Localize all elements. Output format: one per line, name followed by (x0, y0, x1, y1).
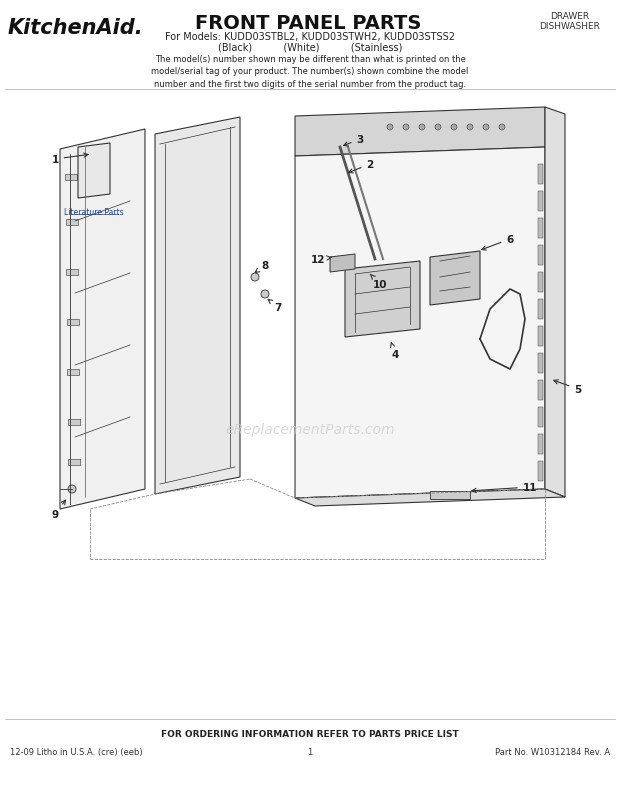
Text: 9: 9 (51, 500, 66, 520)
Text: 12: 12 (311, 255, 331, 265)
Polygon shape (330, 255, 355, 273)
Bar (538, 245, 543, 265)
Polygon shape (295, 107, 545, 157)
Text: The model(s) number shown may be different than what is printed on the
model/ser: The model(s) number shown may be differe… (151, 55, 469, 89)
Text: 2: 2 (348, 160, 374, 174)
Text: 4: 4 (391, 343, 399, 359)
Polygon shape (345, 261, 420, 338)
Polygon shape (430, 252, 480, 306)
Text: 6: 6 (482, 235, 513, 251)
Text: 10: 10 (370, 275, 388, 290)
Bar (538, 435, 543, 455)
Text: FRONT PANEL PARTS: FRONT PANEL PARTS (195, 14, 422, 33)
Text: (Black)          (White)          (Stainless): (Black) (White) (Stainless) (218, 43, 402, 53)
Text: 11: 11 (472, 482, 538, 493)
Bar (538, 380, 543, 400)
Text: 12-09 Litho in U.S.A. (cre) (eeb): 12-09 Litho in U.S.A. (cre) (eeb) (10, 747, 143, 756)
Circle shape (483, 125, 489, 131)
Polygon shape (295, 148, 545, 498)
Circle shape (419, 125, 425, 131)
Text: DISHWASHER: DISHWASHER (539, 22, 600, 31)
Circle shape (435, 125, 441, 131)
Text: eReplacementParts.com: eReplacementParts.com (225, 423, 395, 436)
Bar (67, 370, 79, 375)
Text: 8: 8 (255, 261, 268, 273)
Bar (66, 320, 79, 326)
Circle shape (467, 125, 473, 131)
Bar (538, 273, 543, 293)
Text: For Models: KUDD03STBL2, KUDD03STWH2, KUDD03STSS2: For Models: KUDD03STBL2, KUDD03STWH2, KU… (165, 32, 455, 42)
Bar (538, 300, 543, 320)
Bar (430, 492, 470, 500)
Polygon shape (295, 489, 565, 506)
Text: Part No. W10312184 Rev. A: Part No. W10312184 Rev. A (495, 747, 610, 756)
Circle shape (68, 485, 76, 493)
Circle shape (261, 290, 269, 298)
Text: FOR ORDERING INFORMATION REFER TO PARTS PRICE LIST: FOR ORDERING INFORMATION REFER TO PARTS … (161, 729, 459, 738)
Bar (538, 164, 543, 184)
Text: 5: 5 (554, 380, 582, 395)
Polygon shape (155, 118, 240, 494)
Bar (538, 192, 543, 212)
Bar (68, 460, 80, 465)
Bar (66, 269, 78, 276)
Text: DRAWER: DRAWER (551, 12, 590, 21)
Circle shape (251, 273, 259, 282)
Text: Literature Parts: Literature Parts (64, 208, 124, 217)
Circle shape (387, 125, 393, 131)
Bar (65, 175, 77, 180)
Polygon shape (60, 130, 145, 509)
Text: 7: 7 (268, 300, 281, 313)
Text: KitchenAid.: KitchenAid. (8, 18, 144, 38)
Text: 1: 1 (51, 154, 88, 164)
Bar (68, 419, 79, 426)
Bar (538, 326, 543, 346)
Bar (538, 219, 543, 239)
Polygon shape (78, 144, 110, 199)
Bar (538, 461, 543, 481)
Text: 1: 1 (308, 747, 312, 756)
Circle shape (499, 125, 505, 131)
Bar (66, 220, 78, 225)
Bar (538, 354, 543, 374)
Polygon shape (545, 107, 565, 497)
Circle shape (451, 125, 457, 131)
Circle shape (403, 125, 409, 131)
Bar (538, 407, 543, 427)
Text: 3: 3 (343, 135, 363, 147)
